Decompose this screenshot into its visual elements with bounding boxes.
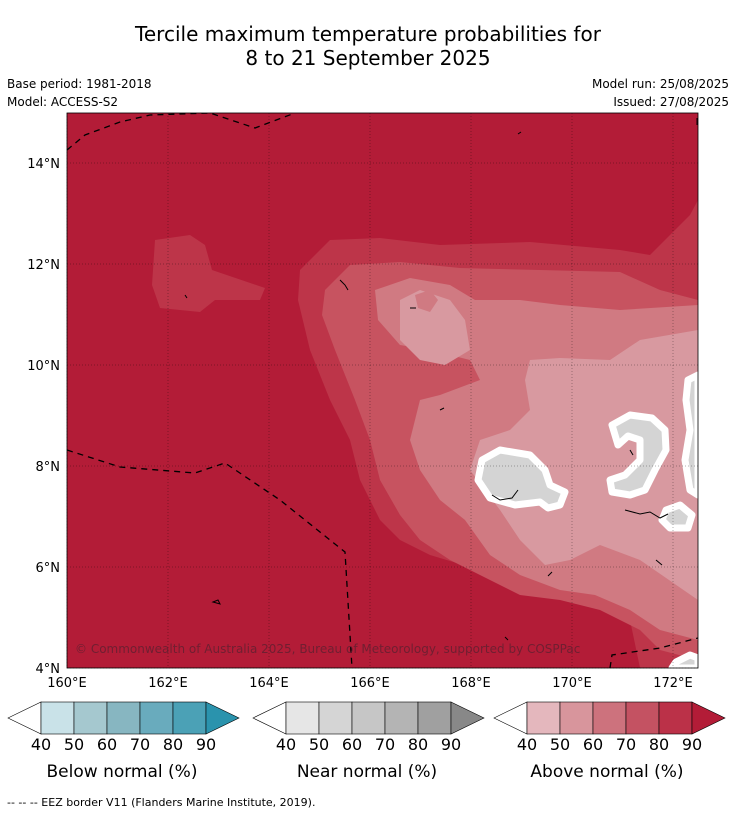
colorbar-tick-label: 70 <box>375 735 395 754</box>
above-50-area <box>470 330 698 600</box>
island-markers <box>184 118 698 641</box>
colorbar-near-normal: 40 50 60 70 80 90 <box>252 701 485 754</box>
colorbar-min-extend <box>493 701 528 735</box>
colorbar-segment <box>40 701 75 735</box>
colorbar-tick-label: 60 <box>342 735 362 754</box>
colorbar-tick-label: 60 <box>97 735 117 754</box>
colorbar-tick-label: 70 <box>130 735 150 754</box>
model-run: Model run: 25/08/2025 <box>591 77 729 91</box>
colorbar-segment <box>625 701 660 735</box>
colorbar-tick-label: 40 <box>517 735 537 754</box>
lat-label: 4°N <box>36 662 61 677</box>
base-period: Base period: 1981-2018 <box>7 77 152 91</box>
model-name: Model: ACCESS-S2 <box>7 95 119 109</box>
colorbar-segment <box>285 701 320 735</box>
colorbar-tick-label: 40 <box>276 735 296 754</box>
above-80-area <box>152 235 265 312</box>
colorbar-segment <box>139 701 174 735</box>
near-normal-area <box>681 371 698 499</box>
title-line-1: Tercile maximum temperature probabilitie… <box>135 22 601 46</box>
colorbar-segment <box>172 701 207 735</box>
lon-label: 170°E <box>552 676 592 691</box>
colorbar-max-extend <box>691 701 726 735</box>
meta-right: Model run: 25/08/2025 Issued: 27/08/2025 <box>592 75 729 111</box>
lat-label: 12°N <box>27 258 60 273</box>
colorbar-tick-label: 40 <box>31 735 51 754</box>
copyright-text: © Commonwealth of Australia 2025, Bureau… <box>75 642 580 656</box>
lon-label: 160°E <box>47 676 87 691</box>
latitude-labels: 14°N 12°N 10°N 8°N 6°N 4°N <box>27 157 60 677</box>
colorbar-min-extend <box>252 701 287 735</box>
colorbar-tick-label: 90 <box>441 735 461 754</box>
colorbar-segment <box>417 701 452 735</box>
above-50-area <box>400 290 470 365</box>
map-frame <box>66 112 699 669</box>
map-title: Tercile maximum temperature probabilitie… <box>0 22 736 70</box>
meta-left: Base period: 1981-2018 Model: ACCESS-S2 <box>7 75 152 111</box>
longitude-labels: 160°E 162°E 164°E 166°E 168°E 170°E 172°E <box>47 676 693 691</box>
colorbar-tick-label: 50 <box>550 735 570 754</box>
colorbar-segment <box>318 701 353 735</box>
colorbar-above-normal: 40 50 60 70 80 90 <box>493 701 726 754</box>
title-line-2: 8 to 21 September 2025 <box>245 46 491 70</box>
colorbar-tick-label: 60 <box>583 735 603 754</box>
probability-map: © Commonwealth of Australia 2025, Bureau… <box>27 112 699 691</box>
near-normal-area <box>606 411 670 499</box>
issued-date: Issued: 27/08/2025 <box>613 95 729 109</box>
colorbar-label-above: Above normal (%) <box>530 762 684 782</box>
colorbar-tick-label: 70 <box>616 735 636 754</box>
lat-label: 6°N <box>36 561 61 576</box>
colorbars: 40 50 60 70 80 90 40 50 60 70 80 90 40 50 60 70 80 90 <box>7 701 726 754</box>
colorbar-label-below: Below normal (%) <box>46 762 198 782</box>
near-normal-area <box>658 501 696 532</box>
near-normal-area <box>668 651 698 668</box>
map-fill <box>67 113 698 668</box>
colorbar-segment <box>73 701 108 735</box>
lon-label: 164°E <box>249 676 289 691</box>
lon-label: 172°E <box>653 676 693 691</box>
colorbar-segment <box>384 701 419 735</box>
colorbar-tick-label: 90 <box>196 735 216 754</box>
lat-label: 10°N <box>27 359 60 374</box>
colorbar-segment <box>351 701 386 735</box>
colorbar-tick-label: 50 <box>64 735 84 754</box>
colorbar-segment <box>592 701 627 735</box>
lon-label: 166°E <box>350 676 390 691</box>
colorbar-tick-label: 80 <box>408 735 428 754</box>
eez-legend-note: -- -- -- EEZ border V11 (Flanders Marine… <box>7 796 316 809</box>
lon-label: 162°E <box>148 676 188 691</box>
colorbar-min-extend <box>7 701 42 735</box>
colorbar-max-extend <box>205 701 240 735</box>
colorbar-label-near: Near normal (%) <box>296 762 438 782</box>
above-60-area <box>415 290 438 312</box>
near-normal-area <box>474 446 569 512</box>
lon-label: 168°E <box>451 676 491 691</box>
colorbar-segment <box>658 701 693 735</box>
lat-label: 8°N <box>36 460 61 475</box>
lat-label: 14°N <box>27 157 60 172</box>
eez-borders <box>67 113 698 668</box>
colorbar-tick-label: 50 <box>309 735 329 754</box>
colorbar-below-normal: 40 50 60 70 80 90 <box>7 701 240 754</box>
colorbar-segment <box>106 701 141 735</box>
colorbar-segment <box>559 701 594 735</box>
colorbar-tick-label: 80 <box>649 735 669 754</box>
colorbar-max-extend <box>450 701 485 735</box>
colorbar-segment <box>526 701 561 735</box>
colorbar-tick-label: 80 <box>163 735 183 754</box>
colorbar-tick-label: 90 <box>682 735 702 754</box>
